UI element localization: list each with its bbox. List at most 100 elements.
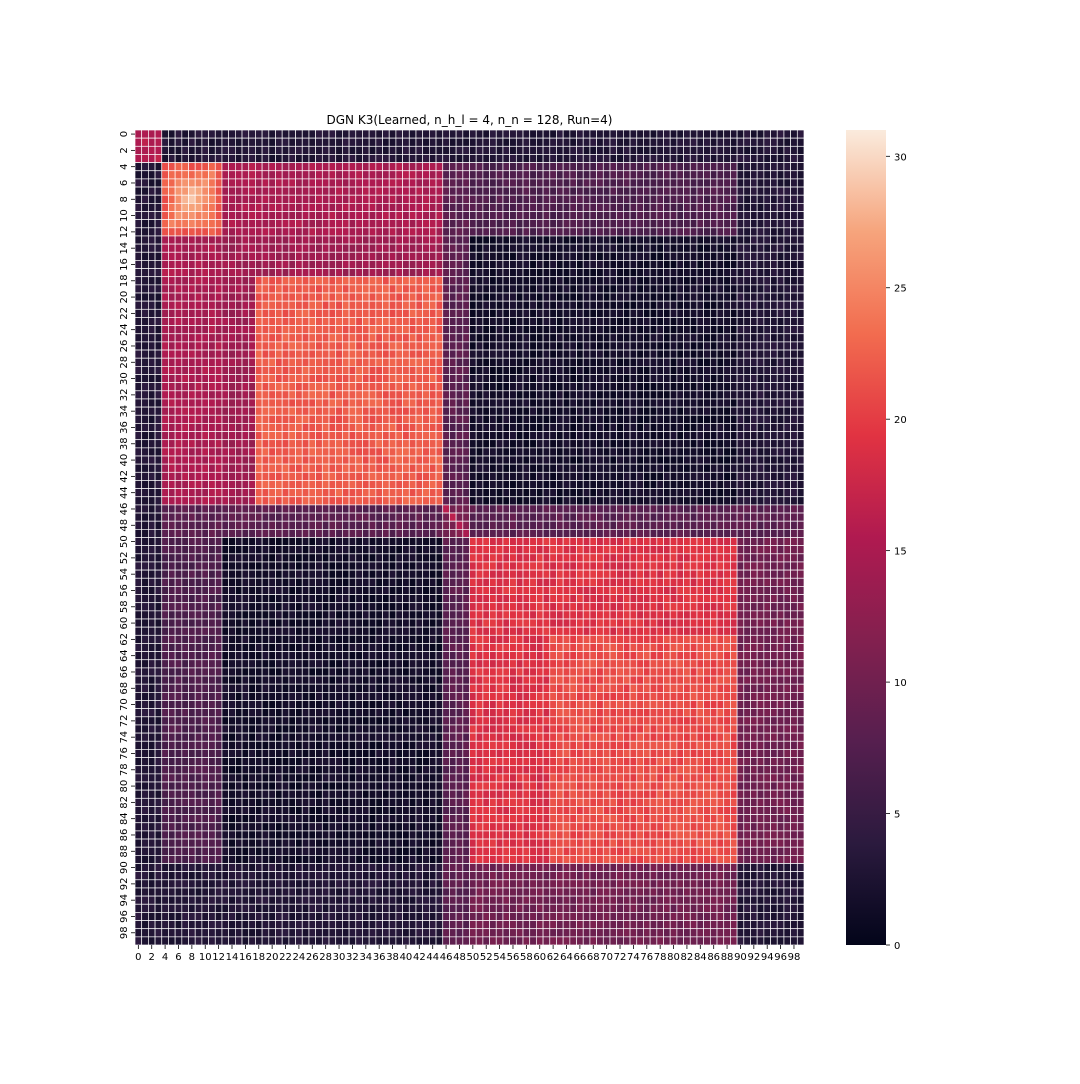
- heatmap-cell: [549, 374, 557, 383]
- heatmap-cell: [268, 471, 276, 481]
- heatmap-cell: [636, 423, 644, 432]
- heatmap-cell: [515, 219, 524, 229]
- heatmap-cell: [174, 170, 183, 180]
- heatmap-cell: [181, 349, 189, 359]
- heatmap-cell: [669, 162, 678, 172]
- heatmap-cell: [509, 284, 517, 294]
- heatmap-cell: [703, 349, 711, 359]
- heatmap-cell: [736, 333, 745, 343]
- heatmap-cell: [475, 227, 484, 237]
- heatmap-cell: [569, 162, 577, 172]
- heatmap-cell: [275, 414, 283, 424]
- heatmap-cell: [268, 235, 276, 245]
- heatmap-cell: [689, 374, 698, 383]
- heatmap-cell: [669, 504, 678, 514]
- heatmap-cell: [750, 178, 758, 188]
- heatmap-cell: [181, 284, 189, 294]
- heatmap-cell: [154, 520, 163, 530]
- heatmap-cell: [194, 292, 203, 302]
- heatmap-cell: [689, 211, 698, 220]
- heatmap-cell: [362, 251, 370, 261]
- heatmap-cell: [689, 154, 698, 163]
- heatmap-cell: [181, 162, 189, 172]
- heatmap-cell: [261, 203, 270, 212]
- heatmap-cell: [736, 300, 745, 310]
- heatmap-cell: [161, 268, 169, 278]
- heatmap-cell: [348, 390, 357, 400]
- heatmap-cell: [408, 423, 417, 432]
- heatmap-cell: [429, 300, 437, 310]
- heatmap-cell: [556, 211, 564, 220]
- heatmap-cell: [362, 390, 370, 400]
- heatmap-cell: [435, 129, 444, 139]
- heatmap-cell: [489, 471, 497, 481]
- heatmap-cell: [556, 203, 564, 212]
- heatmap-cell: [576, 374, 584, 383]
- heatmap-cell: [375, 268, 383, 278]
- heatmap-cell: [301, 243, 310, 253]
- heatmap-cell: [596, 357, 604, 367]
- heatmap-cell: [261, 398, 270, 408]
- heatmap-cell: [549, 455, 557, 465]
- heatmap-cell: [315, 504, 323, 514]
- heatmap-cell: [522, 219, 531, 229]
- heatmap-cell: [221, 382, 230, 392]
- heatmap-cell: [542, 520, 551, 530]
- heatmap-cell: [709, 480, 718, 489]
- heatmap-cell: [696, 528, 705, 538]
- heatmap-cell: [375, 129, 383, 139]
- heatmap-cell: [736, 227, 745, 237]
- heatmap-cell: [388, 357, 397, 367]
- heatmap-cell: [743, 382, 751, 392]
- heatmap-cell: [201, 211, 209, 220]
- heatmap-cell: [188, 480, 196, 489]
- heatmap-cell: [709, 268, 718, 278]
- heatmap-cell: [683, 357, 691, 367]
- heatmap-cell: [669, 178, 678, 188]
- heatmap-cell: [408, 382, 417, 392]
- heatmap-cell: [328, 268, 337, 278]
- heatmap-cell: [181, 333, 189, 343]
- heatmap-cell: [362, 439, 370, 449]
- heatmap-cell: [201, 390, 209, 400]
- heatmap-cell: [435, 325, 444, 335]
- heatmap-cell: [462, 341, 470, 351]
- heatmap-cell: [502, 333, 510, 343]
- heatmap-cell: [529, 317, 537, 326]
- heatmap-cell: [168, 398, 176, 408]
- heatmap-cell: [168, 300, 176, 310]
- heatmap-cell: [502, 398, 510, 408]
- heatmap-cell: [469, 235, 477, 245]
- heatmap-cell: [743, 235, 751, 245]
- heatmap-cell: [449, 447, 457, 457]
- heatmap-cell: [656, 480, 664, 489]
- heatmap-cell: [502, 349, 510, 359]
- heatmap-cell: [776, 154, 785, 163]
- heatmap-cell: [495, 194, 504, 204]
- heatmap-cell: [134, 276, 143, 286]
- heatmap-cell: [756, 300, 765, 310]
- heatmap-cell: [542, 178, 551, 188]
- heatmap-cell: [709, 154, 718, 163]
- heatmap-cell: [689, 357, 698, 367]
- heatmap-cell: [235, 162, 243, 172]
- heatmap-cell: [756, 447, 765, 457]
- heatmap-cell: [790, 398, 798, 408]
- heatmap-cell: [602, 145, 611, 155]
- heatmap-cell: [522, 251, 531, 261]
- heatmap-cell: [495, 406, 504, 416]
- heatmap-cell: [422, 276, 430, 286]
- heatmap-cell: [408, 235, 417, 245]
- heatmap-cell: [321, 431, 330, 441]
- heatmap-cell: [609, 325, 618, 335]
- heatmap-cell: [429, 203, 437, 212]
- heatmap-cell: [602, 455, 611, 465]
- heatmap-cell: [776, 333, 785, 343]
- heatmap-cell: [168, 341, 176, 351]
- heatmap-cell: [408, 137, 417, 147]
- heatmap-cell: [214, 129, 223, 139]
- heatmap-cell: [703, 528, 711, 538]
- heatmap-cell: [562, 219, 571, 229]
- heatmap-cell: [342, 154, 350, 163]
- heatmap-cell: [536, 423, 544, 432]
